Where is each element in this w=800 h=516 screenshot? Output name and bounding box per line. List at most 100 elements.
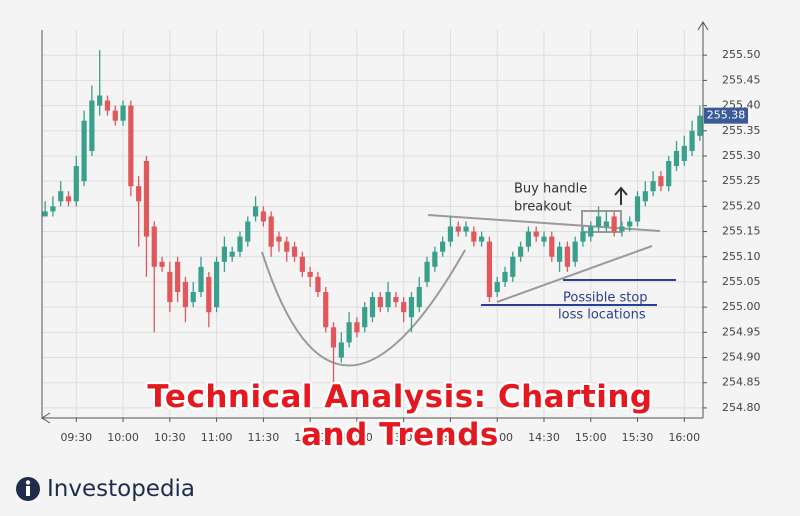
- support-line: [496, 245, 653, 303]
- candle-body: [362, 307, 368, 328]
- candle-body: [588, 226, 594, 237]
- candle-body: [252, 206, 259, 217]
- candle-body: [58, 191, 64, 202]
- annotation: Possible stop: [563, 291, 648, 306]
- candle-body: [440, 241, 446, 252]
- candle-body: [291, 246, 298, 257]
- x-tick-label: 10:30: [154, 431, 186, 444]
- candle-body: [284, 241, 290, 252]
- x-tick-label: 14:30: [528, 431, 560, 444]
- y-tick-label: 254.85: [722, 376, 761, 389]
- candle-body: [214, 261, 220, 308]
- candle-body: [190, 292, 196, 303]
- candle-body: [182, 281, 189, 308]
- breakout-box: [581, 210, 622, 233]
- y-tick-label: 255.50: [722, 48, 761, 61]
- candle-body: [206, 276, 212, 313]
- candle-body: [666, 161, 672, 187]
- candle-body: [564, 246, 570, 267]
- candle-body: [572, 241, 578, 262]
- candle-body: [697, 115, 703, 136]
- x-tick-label: 16:00: [668, 431, 700, 444]
- x-tick-label: 10:00: [107, 431, 139, 444]
- candle-body: [494, 281, 500, 293]
- candle-body: [128, 105, 134, 187]
- x-tick-label: 14:00: [481, 431, 513, 444]
- candle-body: [393, 297, 399, 303]
- candle-body: [603, 221, 609, 227]
- y-tick-label: 255.10: [722, 250, 761, 263]
- title-line: and Trends: [301, 417, 499, 453]
- candle-body: [104, 100, 111, 111]
- candle-body: [401, 302, 407, 313]
- y-tick-label: 255.15: [722, 225, 761, 238]
- candle-body: [634, 196, 641, 222]
- candle-body: [502, 271, 508, 282]
- candle-body: [136, 186, 142, 202]
- x-tick-label: 13:00: [388, 431, 420, 444]
- candle-body: [556, 246, 563, 262]
- candle-body: [167, 271, 173, 303]
- candle-body: [73, 166, 79, 202]
- axis-arrow: [41, 412, 51, 424]
- price-tag-label: 255.38: [707, 109, 746, 122]
- y-tick-label: 255.35: [722, 124, 761, 137]
- x-tick-label: 09:30: [60, 431, 92, 444]
- candle-body: [354, 322, 360, 333]
- candle-body: [432, 251, 438, 267]
- x-tick-label: 11:00: [201, 431, 233, 444]
- candle-body: [689, 130, 695, 151]
- candle-body: [619, 226, 625, 232]
- candle-body: [385, 292, 391, 308]
- candle-body: [330, 327, 337, 348]
- candle-body: [346, 322, 352, 343]
- candle-body: [50, 206, 56, 212]
- candle-body: [120, 105, 126, 121]
- x-tick-label: 15:30: [622, 431, 654, 444]
- candle-body: [463, 226, 469, 232]
- candle-body: [268, 216, 274, 247]
- candle-body: [447, 226, 454, 242]
- candle-body: [245, 221, 251, 242]
- x-tick-label: 12:30: [341, 431, 373, 444]
- candle-body: [237, 236, 243, 252]
- candle-body: [518, 246, 524, 257]
- candle-body: [65, 196, 72, 202]
- candle-body: [486, 241, 493, 298]
- y-tick-label: 255.45: [722, 73, 761, 86]
- candle-body: [533, 231, 539, 237]
- breakout-arrow: [614, 186, 628, 205]
- candle-body: [455, 226, 461, 232]
- y-tick-label: 254.80: [722, 401, 761, 414]
- title-line: Technical Analysis: Charting: [147, 379, 653, 415]
- candle-body: [315, 276, 321, 293]
- x-tick-label: 13:30: [435, 431, 467, 444]
- price-tag: [704, 107, 748, 124]
- candle-body: [221, 246, 227, 262]
- candle-body: [42, 211, 48, 217]
- candle-body: [681, 145, 687, 162]
- overlay-title: Technical Analysis: Charting and Trends: [0, 378, 800, 454]
- annotation: Buy handle: [514, 182, 587, 197]
- candle-body: [627, 221, 633, 227]
- candle-body: [650, 181, 656, 192]
- candle-body: [595, 216, 602, 227]
- candle-body: [369, 297, 376, 318]
- y-tick-label: 254.90: [722, 351, 761, 364]
- candle-body: [97, 95, 103, 106]
- annotation: loss locations: [558, 308, 646, 323]
- candle-body: [260, 211, 266, 222]
- candle-body: [143, 161, 150, 237]
- candle-body: [81, 120, 87, 182]
- candle-body: [541, 236, 547, 242]
- y-tick-label: 255.20: [722, 199, 761, 212]
- candle-body: [525, 231, 531, 247]
- x-tick-label: 15:00: [575, 431, 607, 444]
- candle-body: [151, 226, 157, 267]
- candle-body: [323, 292, 329, 328]
- candle-body: [338, 342, 344, 358]
- logo: Investopedia: [15, 476, 195, 502]
- candle-body: [377, 297, 383, 308]
- candle-body: [299, 256, 305, 272]
